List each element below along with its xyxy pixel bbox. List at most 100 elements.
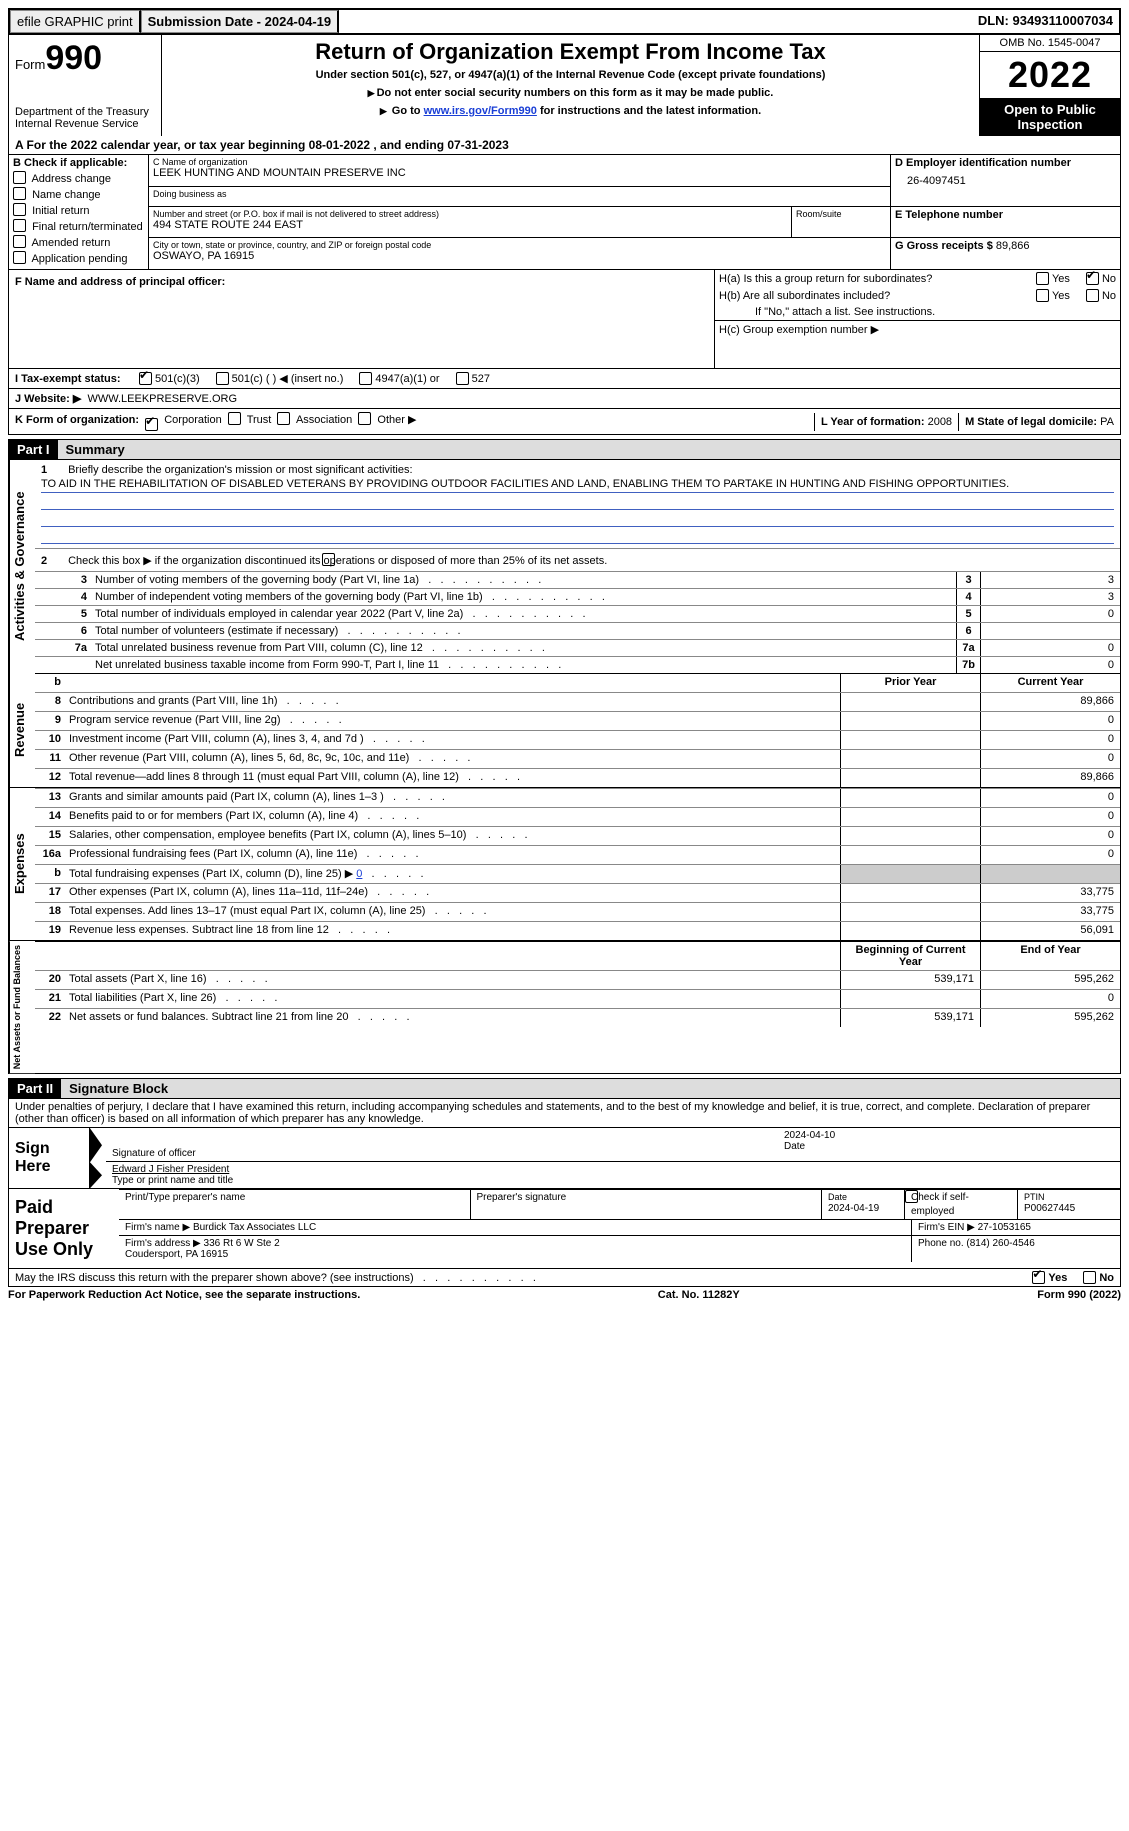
h-b-no: No [1102, 290, 1116, 302]
signature-block: Sign Here Signature of officer 2024-04-1… [8, 1128, 1121, 1189]
expense-line-14: 14Benefits paid to or for members (Part … [35, 807, 1120, 826]
block-b-checkbox-4[interactable] [13, 235, 26, 248]
line-box: 6 [956, 623, 980, 639]
revenue-line-12: 12Total revenue—add lines 8 through 11 (… [35, 768, 1120, 787]
submission-date-button[interactable]: Submission Date - 2024-04-19 [141, 10, 340, 33]
block-b-checkbox-0[interactable] [13, 171, 26, 184]
expense-line-16a: 16aProfessional fundraising fees (Part I… [35, 845, 1120, 864]
mission-block: 1 Briefly describe the organization's mi… [35, 460, 1120, 548]
part2-bar: Part II Signature Block [8, 1078, 1121, 1099]
ts-501c-checkbox[interactable] [216, 372, 229, 385]
korg-trust-checkbox[interactable] [228, 412, 241, 425]
discuss-question: May the IRS discuss this return with the… [15, 1272, 536, 1284]
phone-label: E Telephone number [895, 209, 1116, 221]
block-f: F Name and address of principal officer: [9, 270, 715, 368]
ts-501c: 501(c) ( ) ◀ (insert no.) [232, 372, 344, 385]
line-desc: Other expenses (Part IX, column (A), lin… [65, 884, 840, 902]
tax-year: 2022 [980, 52, 1120, 98]
line-num: 5 [61, 606, 91, 622]
current-year-value: 0 [980, 827, 1120, 845]
revenue-line-8: 8Contributions and grants (Part VIII, li… [35, 692, 1120, 711]
line2-num: 2 [41, 555, 65, 567]
gross-label: G Gross receipts $ [895, 240, 996, 252]
korg-trust: Trust [247, 414, 272, 426]
korg-assoc-checkbox[interactable] [277, 412, 290, 425]
gross-value: 89,866 [996, 240, 1030, 252]
expense-line-15: 15Salaries, other compensation, employee… [35, 826, 1120, 845]
ein-label: D Employer identification number [895, 157, 1116, 169]
line-desc: Salaries, other compensation, employee b… [65, 827, 840, 845]
ts-501c3-checkbox[interactable] [139, 372, 152, 385]
prior-year-value [840, 750, 980, 768]
inline-value: 0 [356, 868, 362, 880]
line-desc: Benefits paid to or for members (Part IX… [65, 808, 840, 826]
sig-arrow2-icon [90, 1162, 102, 1188]
line2-checkbox[interactable] [322, 553, 335, 566]
block-b-item: Amended return [31, 237, 110, 249]
block-b-checkbox-5[interactable] [13, 251, 26, 264]
korg-other-checkbox[interactable] [358, 412, 371, 425]
h-a-no-checkbox[interactable] [1086, 272, 1099, 285]
line-desc: Total fundraising expenses (Part IX, col… [65, 865, 840, 883]
line-desc: Grants and similar amounts paid (Part IX… [65, 789, 840, 807]
current-year-value: 0 [980, 990, 1120, 1008]
ts-527-checkbox[interactable] [456, 372, 469, 385]
mission-blank2 [41, 510, 1114, 527]
form-subtitle: Under section 501(c), 527, or 4947(a)(1)… [168, 69, 973, 81]
current-year-value: 56,091 [980, 922, 1120, 940]
prior-year-value [840, 693, 980, 711]
blocks-f-h: F Name and address of principal officer:… [8, 270, 1121, 369]
state-domicile: PA [1100, 416, 1114, 428]
h-a-yes-checkbox[interactable] [1036, 272, 1049, 285]
current-year-value: 89,866 [980, 769, 1120, 787]
block-b-checkbox-3[interactable] [13, 219, 26, 232]
block-b-checkbox-2[interactable] [13, 203, 26, 216]
discuss-no-checkbox[interactable] [1083, 1271, 1096, 1284]
h-b-no-checkbox[interactable] [1086, 289, 1099, 302]
street-value: 494 STATE ROUTE 244 EAST [153, 219, 787, 231]
efile-print-button[interactable]: efile GRAPHIC print [10, 10, 141, 33]
h-a-row: H(a) Is this a group return for subordin… [715, 270, 1120, 287]
h-b-note: If "No," attach a list. See instructions… [715, 304, 1120, 320]
line-num [61, 657, 91, 673]
line-desc: Professional fundraising fees (Part IX, … [65, 846, 840, 864]
irs-link[interactable]: www.irs.gov/Form990 [424, 105, 537, 117]
year-formation: 2008 [928, 416, 952, 428]
sig-date-label: Date [784, 1141, 1114, 1152]
ptin-value: P00627445 [1024, 1203, 1075, 1214]
dln-cell: DLN: 93493110007034 [972, 10, 1119, 33]
line-desc: Program service revenue (Part VIII, line… [65, 712, 840, 730]
prior-year-value: 539,171 [840, 971, 980, 989]
block-b: B Check if applicable: Address change Na… [9, 155, 149, 270]
line-desc: Total number of volunteers (estimate if … [91, 623, 956, 639]
line-num: 4 [61, 589, 91, 605]
line-desc: Contributions and grants (Part VIII, lin… [65, 693, 840, 711]
form-number: Form990 [15, 39, 155, 78]
prep-date: 2024-04-19 [828, 1203, 879, 1214]
self-employed-checkbox[interactable] [905, 1190, 918, 1203]
line-box: 3 [956, 572, 980, 588]
discuss-yes-checkbox[interactable] [1032, 1271, 1045, 1284]
line-desc: Total expenses. Add lines 13–17 (must eq… [65, 903, 840, 921]
line-num: 18 [35, 903, 65, 921]
block-g: G Gross receipts $ 89,866 [890, 238, 1120, 270]
korg-corp-checkbox[interactable] [145, 418, 158, 431]
ag-line-3: 3Number of voting members of the governi… [35, 571, 1120, 588]
current-year-value: 0 [980, 808, 1120, 826]
hdr-prior-year: Prior Year [840, 674, 980, 692]
h-b-yes-checkbox[interactable] [1036, 289, 1049, 302]
vlabel-netassets: Net Assets or Fund Balances [9, 941, 35, 1073]
line-desc: Total liabilities (Part X, line 26) [65, 990, 840, 1008]
block-c-name-wrap: C Name of organization LEEK HUNTING AND … [149, 155, 890, 187]
omb-number: OMB No. 1545-0047 [980, 35, 1120, 52]
k-org-row: K Form of organization: Corporation Trus… [8, 409, 1121, 435]
block-b-checkbox-1[interactable] [13, 187, 26, 200]
block-h: H(a) Is this a group return for subordin… [715, 270, 1120, 368]
ts-4947-checkbox[interactable] [359, 372, 372, 385]
line-num: 7a [61, 640, 91, 656]
sig-date-value: 2024-04-10 [784, 1130, 1114, 1141]
prior-year-value [840, 808, 980, 826]
line-num: b [35, 865, 65, 883]
h-a-yes: Yes [1052, 273, 1070, 285]
vlabel-expenses: Expenses [9, 788, 35, 940]
